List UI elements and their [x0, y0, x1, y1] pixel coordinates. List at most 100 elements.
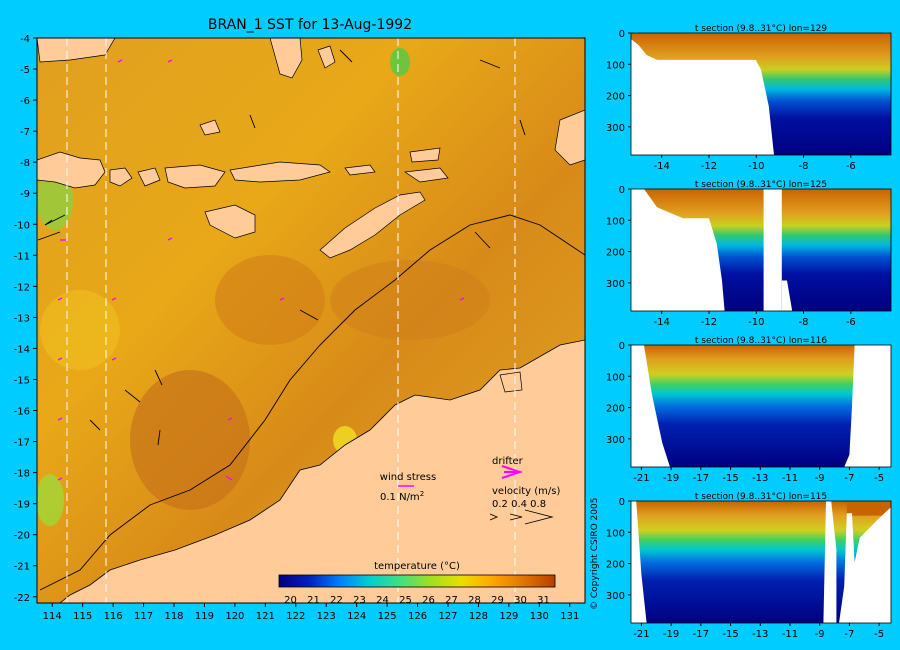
lat-tick-label: -20	[14, 531, 30, 542]
sst-map	[37, 38, 585, 603]
section-temperature-field	[631, 345, 891, 467]
section-depth-label: 300	[606, 435, 625, 446]
colorbar-tick-label: 29	[491, 595, 504, 606]
seram-coast	[554, 109, 585, 166]
section-frame	[630, 500, 892, 624]
flores-island	[229, 161, 331, 183]
pulau-islet	[409, 147, 441, 163]
map-frame	[36, 37, 586, 604]
section-lat-label: -15	[722, 473, 738, 484]
section-lat-label: -15	[722, 629, 738, 640]
cool-patch	[40, 290, 120, 370]
section-frame	[630, 188, 892, 312]
section-lat-label: -9	[815, 629, 825, 640]
velocity-values: 0.2 0.4 0.8	[492, 499, 546, 510]
section-lat-label: -11	[782, 473, 798, 484]
wind-arrows	[37, 49, 526, 446]
lon-tick-label: 124	[347, 611, 366, 622]
lat-tick-label: -14	[14, 344, 30, 355]
copyright-notice: © Copyright CSIRO 2005	[590, 498, 600, 610]
section-title: t section (9.8..31°C) lon=116	[695, 336, 828, 346]
colorbar-ticks: 20 21 22 23 24 25 26 27 28 29 30 31	[284, 595, 550, 606]
section-depth-label: 0	[619, 185, 625, 196]
wind-stress-unit: 0.1 N/m2	[380, 490, 424, 503]
section-depth-label: 0	[619, 497, 625, 508]
section-lat-label: -21	[633, 629, 649, 640]
velocity-label: velocity (m/s)	[492, 486, 560, 497]
banda-islet	[199, 119, 221, 136]
lon-tick-label: 118	[164, 611, 183, 622]
section-lat-label: -7	[844, 629, 854, 640]
borneo-coast	[37, 38, 116, 63]
drifter-marks	[57, 59, 465, 481]
lat-tick-label: -8	[20, 158, 30, 169]
section-frame	[630, 32, 892, 156]
lon-tick-label: 127	[438, 611, 457, 622]
depth-sections: t section (9.8..31°C) lon=129 0 100 200 300 -…	[606, 24, 892, 640]
bathymetry-contour	[39, 214, 585, 591]
section-depth-label: 300	[606, 123, 625, 134]
section-title: t section (9.8..31°C) lon=125	[695, 180, 827, 190]
colorbar-tick-label: 30	[514, 595, 527, 606]
alor-island	[344, 164, 376, 176]
section-lat-label: -12	[701, 161, 717, 172]
lat-tick-label: -21	[14, 562, 30, 573]
lon-tick-label: 117	[134, 611, 153, 622]
sumba-island	[204, 204, 256, 239]
section-lat-label: -7	[844, 473, 854, 484]
colorbar-tick-label: 20	[284, 595, 297, 606]
drifter-arrow-icon	[501, 465, 524, 479]
section-lat-label: -10	[748, 161, 764, 172]
colorbar-tick-label: 31	[537, 595, 550, 606]
colorbar-tick-label: 23	[353, 595, 366, 606]
nw-islet	[499, 371, 523, 393]
section-lat-label: -5	[874, 629, 884, 640]
section-land-mask	[763, 189, 782, 311]
colorbar-tick-label: 22	[330, 595, 343, 606]
section-depth-label: 200	[606, 92, 625, 103]
lat-tick-label: -22	[14, 593, 30, 604]
lon-tick-label: 119	[195, 611, 214, 622]
colorbar-tick-label: 24	[376, 595, 389, 606]
colorbar-scale	[278, 574, 556, 588]
section-lat-label: -9	[815, 473, 825, 484]
section-lat-label: -11	[782, 629, 798, 640]
section-land-mask	[631, 189, 725, 311]
section-depth-label: 100	[606, 372, 625, 383]
sulawesi-south	[269, 38, 303, 79]
buton-island	[317, 45, 336, 69]
section-lat-label: -13	[752, 473, 768, 484]
section-lat-label: -13	[752, 629, 768, 640]
lon-tick-label: 122	[286, 611, 305, 622]
colorbar-tick-label: 27	[445, 595, 458, 606]
lat-tick-label: -7	[20, 127, 30, 138]
lat-tick-label: -16	[14, 407, 30, 418]
wind-stress-label: wind stress	[380, 472, 436, 483]
cool-patch	[390, 48, 410, 76]
section-lat-label: -17	[693, 473, 709, 484]
chart-title: BRAN_1 SST for 13-Aug-1992	[208, 17, 412, 33]
section-land-mask	[631, 501, 647, 623]
section-depth-label: 300	[606, 279, 625, 290]
lon-tick-label: 131	[560, 611, 579, 622]
section-lat-label: -19	[663, 629, 679, 640]
section-depth-label: 200	[606, 404, 625, 415]
section-lat-label: -8	[799, 161, 809, 172]
lat-tick-label: -9	[20, 189, 30, 200]
java-island	[37, 151, 106, 189]
section-land-mask	[823, 501, 837, 623]
section-depth-label: 100	[606, 216, 625, 227]
lat-tick-label: -5	[20, 65, 30, 76]
timor-island	[319, 191, 426, 259]
sumbawa-island	[164, 164, 226, 189]
depth-section-panel: t section (9.8..31°C) lon=115 0 100 200 300 -…	[606, 492, 892, 640]
lat-tick-label: -13	[14, 313, 30, 324]
lon-tick-label: 115	[73, 611, 92, 622]
section-depth-label: 100	[606, 528, 625, 539]
section-depth-label: 0	[619, 341, 625, 352]
depth-section-panel: t section (9.8..31°C) lon=129 0 100 200 300 -…	[606, 24, 892, 172]
section-depth-label: 200	[606, 248, 625, 259]
section-lat-label: -5	[874, 473, 884, 484]
velocity-arrows-icon	[489, 509, 554, 525]
